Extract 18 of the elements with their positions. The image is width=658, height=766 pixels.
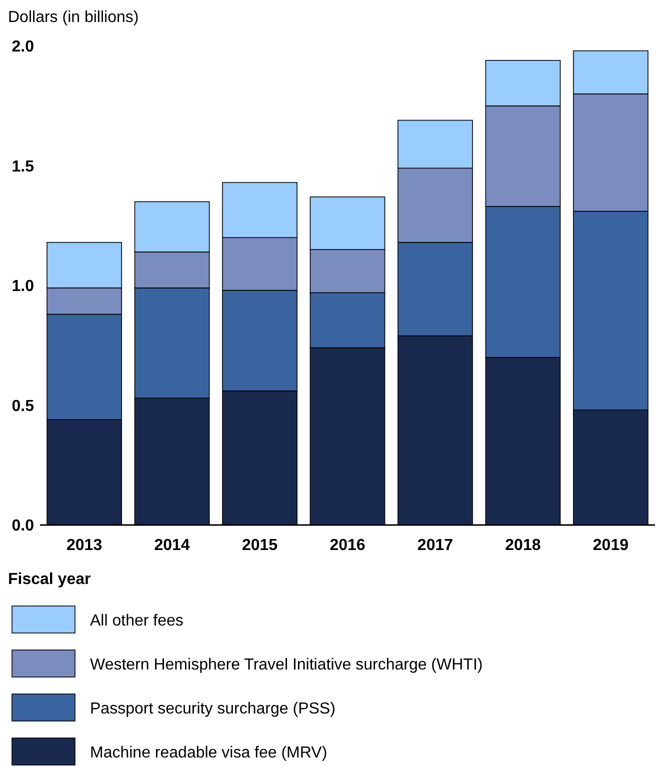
y-axis-title: Dollars (in billions) [8, 9, 139, 26]
x-tick-label: 2014 [154, 537, 190, 554]
x-axis-title: Fiscal year [8, 571, 91, 588]
y-tick-label: 1.0 [12, 278, 34, 296]
x-tick-label: 2018 [505, 537, 541, 554]
x-tick-label: 2019 [592, 537, 629, 554]
x-tick-label: 2015 [242, 537, 278, 554]
legend-label: Western Hemisphere Travel Initiative surcharge (WHTI) [90, 656, 483, 674]
x-tick-label: 2013 [66, 537, 102, 554]
legend-label: Machine readable visa fee (MRV) [90, 744, 328, 762]
y-tick-label: 0.5 [12, 398, 34, 415]
y-tick-label: 0.0 [12, 518, 34, 535]
y-tick-label: 2.0 [12, 38, 34, 56]
legend-label: All other fees [90, 612, 184, 630]
y-tick-label: 1.5 [12, 158, 34, 176]
x-tick-label: 2016 [330, 537, 366, 554]
x-tick-label: 2017 [417, 537, 454, 554]
legend-label: Passport security surcharge (PSS) [90, 700, 336, 718]
